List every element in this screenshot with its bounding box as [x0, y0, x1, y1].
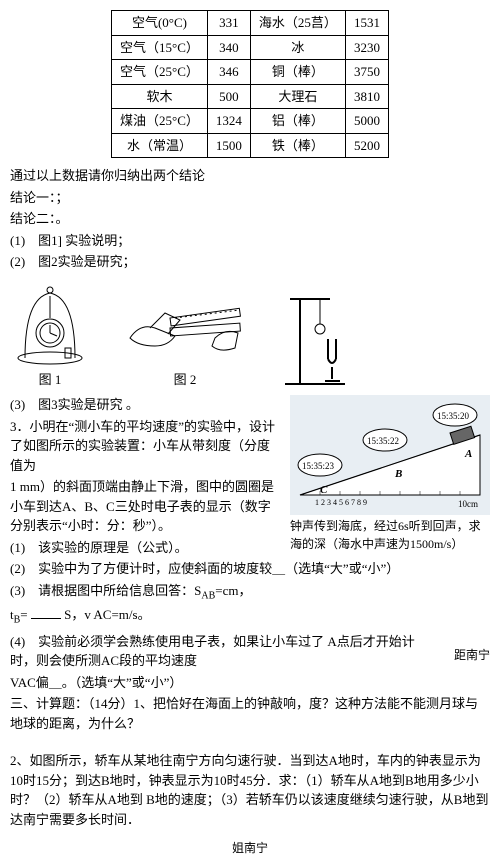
question-2: (2) 图2实验是研究； [10, 252, 490, 272]
figure-1-belljar-icon [10, 278, 90, 368]
table-cell: 煤油（25°C） [112, 109, 208, 134]
table-cell: 1500 [207, 133, 250, 158]
table-cell: 340 [207, 35, 250, 60]
svg-text:15:35:20: 15:35:20 [437, 411, 470, 421]
footer-text: 姐南宁 [10, 839, 490, 857]
table-cell: 5200 [345, 133, 388, 158]
table-cell: 冰 [250, 35, 345, 60]
table-cell: 346 [207, 60, 250, 85]
problem-2: 2、如图所示，轿车从某地往南宁方向匀速行驶．当到达A地时，车内的钟表显示为10时… [10, 751, 490, 829]
problem-3-q2: (2) 实验中为了方便计时，应使斜面的坡度较＿（选填“大”或“小”） [10, 559, 490, 579]
figure-1-caption: 图 1 [10, 370, 90, 390]
table-cell: 铜（棒） [250, 60, 345, 85]
svg-text:B: B [394, 468, 402, 480]
table-cell: 软木 [112, 84, 208, 109]
table-cell: 3230 [345, 35, 388, 60]
table-cell: 空气(0°C) [112, 11, 208, 36]
svg-text:A: A [464, 448, 472, 460]
ramp-caption: 钟声传到海底，经过6s听到回声，求海的深（海水中声速为1500m/s） [290, 517, 490, 553]
table-cell: 铝（棒） [250, 109, 345, 134]
problem-3-q4b: VAC偏＿。（选填“大”或“小”） [10, 673, 490, 693]
ramp-figure: 1 2 3 4 5 6 7 8 9 10cm A B C 15:35:20 15:3… [290, 395, 490, 545]
intro-text: 通过以上数据请你归纳出两个结论 [10, 166, 490, 186]
table-cell: 空气（25°C） [112, 60, 208, 85]
problem-3-q3: (3) 请根据图中所给信息回答：SAB=cm， [10, 581, 490, 604]
conclusion-1: 结论一：； [10, 188, 490, 208]
table-cell: 5000 [345, 109, 388, 134]
table-cell: 海水（25莒） [250, 11, 345, 36]
problem-3-q3-line2: tB= S，v AC=m/s。 [10, 605, 490, 628]
table-cell: 1324 [207, 109, 250, 134]
table-cell: 1531 [345, 11, 388, 36]
table-cell: 空气（15°C） [112, 35, 208, 60]
table-cell: 铁（棒） [250, 133, 345, 158]
side-label: 距南宁 [454, 646, 490, 664]
table-cell: 水（常温） [112, 133, 208, 158]
svg-text:10cm: 10cm [458, 499, 478, 509]
svg-text:15:35:22: 15:35:22 [367, 436, 399, 446]
figure-2-ruler-icon [120, 278, 250, 368]
conclusion-2: 结论二：。 [10, 209, 490, 229]
section-3: 三、计算题：（14分）1、把恰好在海面上的钟敲响，度？这种方法能不能测月球与地球… [10, 694, 490, 733]
table-cell: 3750 [345, 60, 388, 85]
table-cell: 大理石 [250, 84, 345, 109]
svg-text:C: C [320, 484, 328, 496]
table-cell: 331 [207, 11, 250, 36]
svg-text:15:35:23: 15:35:23 [302, 461, 335, 471]
svg-text:1 2 3 4 5 6 7 8 9: 1 2 3 4 5 6 7 8 9 [315, 498, 367, 507]
problem-3-q4a: (4) 实验前必须学会熟练使用电子表，如果让小车过了 A点后才开始计时，则会使所… [10, 632, 490, 671]
speed-table: 空气(0°C)331海水（25莒）1531 空气（15°C）340冰3230 空气（… [111, 10, 389, 158]
table-cell: 500 [207, 84, 250, 109]
figure-2-caption: 图 2 [120, 370, 250, 390]
table-cell: 3810 [345, 84, 388, 109]
question-1: (1) 图1] 实验说明； [10, 231, 490, 251]
figure-3-tuningfork-icon [280, 289, 350, 389]
